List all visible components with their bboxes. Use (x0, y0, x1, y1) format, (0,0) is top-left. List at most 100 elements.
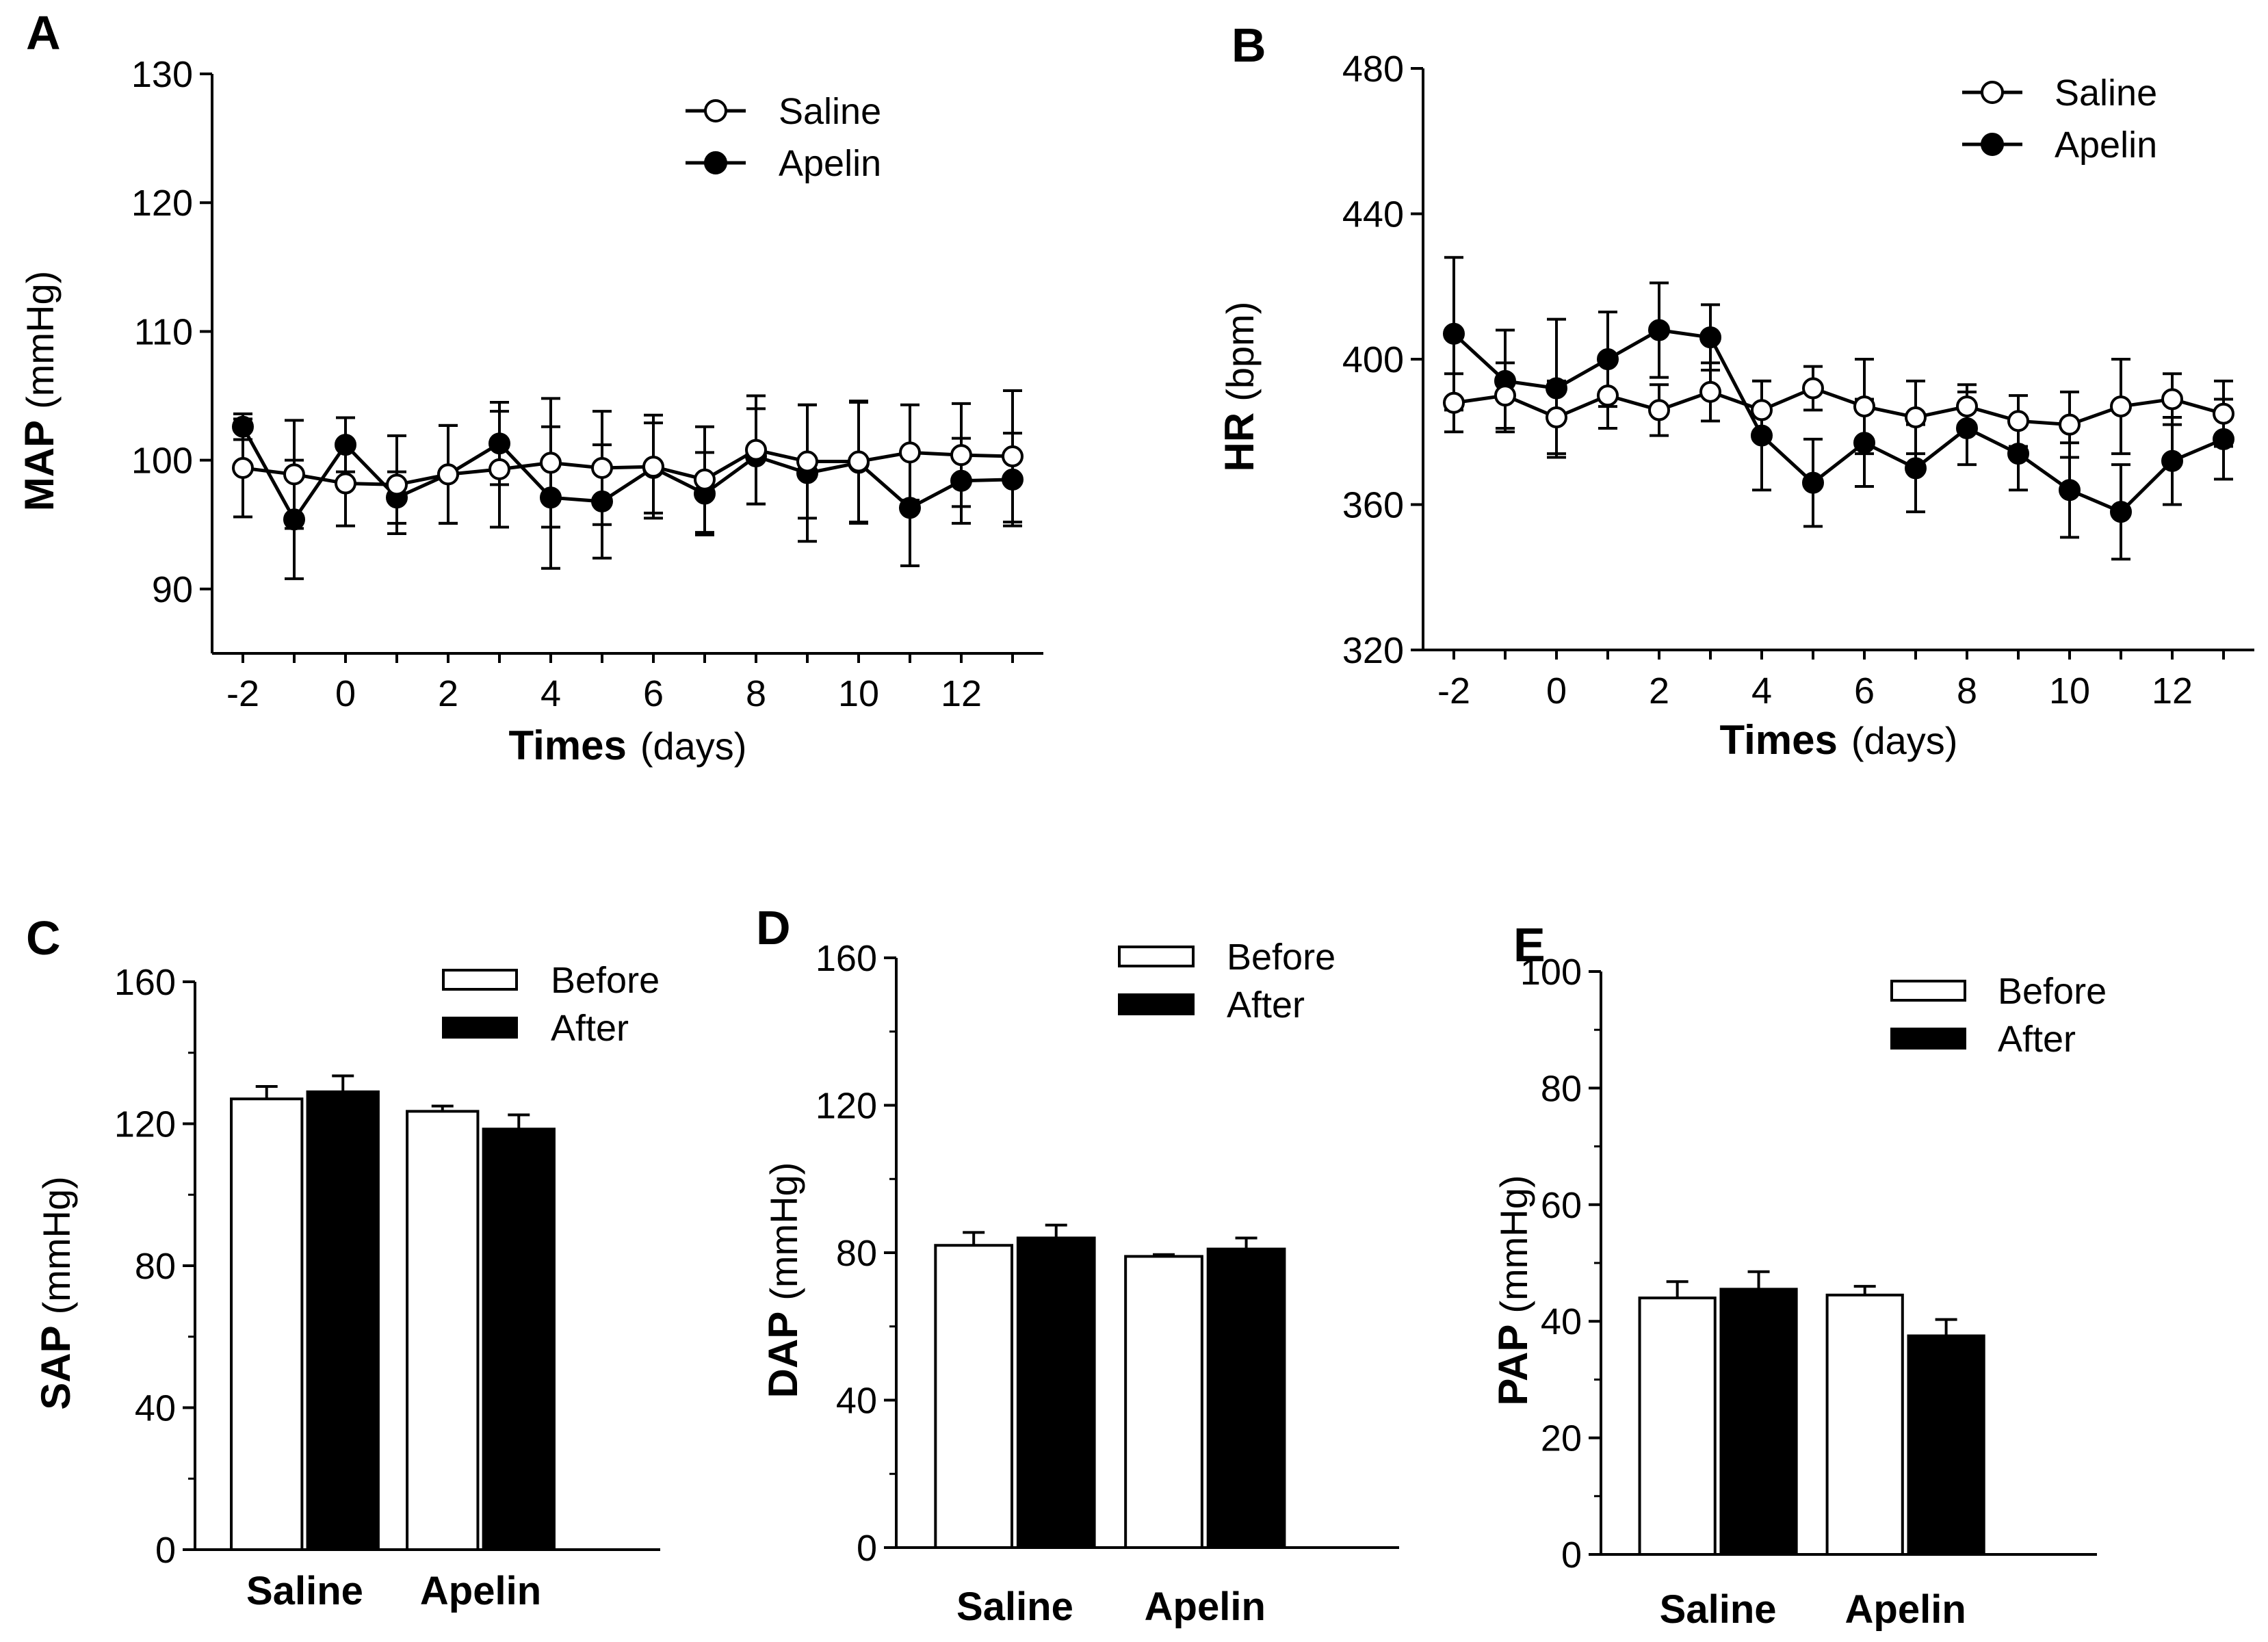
y-tick-label: 80 (836, 1233, 877, 1274)
y-axis-title-bold: SAP (33, 1325, 79, 1409)
y-tick-label: 0 (857, 1528, 877, 1569)
series-saline (232, 389, 1024, 535)
y-tick-label: 120 (816, 1086, 877, 1127)
data-point (591, 456, 613, 479)
legend-swatch (442, 1017, 518, 1039)
x-tick-label: 4 (1751, 670, 1772, 712)
legend-label: Saline (2055, 73, 2157, 114)
legend-label: Saline (779, 91, 881, 132)
y-tick-label: 90 (152, 569, 193, 610)
series-line (1453, 386, 2224, 427)
y-tick-label: 110 (134, 311, 193, 352)
y-tick-label: 40 (836, 1381, 877, 1422)
y-axis-title-unit: (bpm) (1218, 302, 1262, 402)
data-point (950, 444, 972, 467)
bar-saline-before (934, 1244, 1014, 1549)
data-point (2110, 501, 2132, 523)
y-tick-label: 100 (131, 441, 193, 482)
data-point (1494, 385, 1516, 407)
legend-label: After (1998, 1019, 2076, 1060)
data-point (2161, 449, 2183, 472)
bar-apelin-after (482, 1128, 556, 1551)
legend-label: Apelin (779, 143, 881, 184)
y-tick-label: 360 (1342, 485, 1404, 526)
y-axis-title: DAP (mmHg) (760, 1162, 806, 1398)
data-point (848, 450, 870, 473)
data-point (2161, 388, 2183, 410)
x-tick-label: 2 (1649, 670, 1669, 712)
bar-saline-after (306, 1090, 380, 1551)
data-point (1443, 322, 1465, 345)
category-label: Apelin (420, 1569, 541, 1613)
category-label: Saline (1660, 1587, 1777, 1632)
y-axis-title-unit: (mmHg) (18, 271, 62, 409)
panel-d: D 0 40 80 120 160 DAP (mmHg) Saline Apelin Before A… (756, 901, 1399, 1629)
legend: Before After (442, 960, 660, 1049)
data-point (2059, 413, 2081, 436)
data-point (2007, 410, 2029, 432)
data-point (540, 452, 562, 474)
x-tick-label: 0 (335, 673, 356, 714)
y-tick-label: 80 (1541, 1068, 1582, 1109)
panel-letter: C (26, 911, 61, 965)
x-tick-label: 6 (1854, 670, 1875, 712)
panel-letter: D (756, 901, 791, 954)
data-point (283, 463, 305, 486)
data-point (745, 439, 767, 461)
data-point (1802, 471, 1824, 494)
data-point (335, 472, 356, 495)
y-tick-label: 0 (1561, 1535, 1582, 1576)
bar-apelin-before (1825, 1293, 1904, 1556)
category-label: Apelin (1145, 1585, 1266, 1629)
y-tick-label: 160 (114, 962, 176, 1003)
category-label: Saline (956, 1585, 1073, 1629)
panel-e: E 0 20 40 60 80 100 PAP (mmHg) Saline Apelin Before… (1490, 918, 2107, 1632)
legend-swatch (1118, 993, 1195, 1015)
legend-marker (704, 99, 727, 122)
legend: Before After (1890, 971, 2107, 1060)
x-tick-label: 4 (540, 673, 561, 714)
y-axis-title-unit: (mmHg) (35, 1176, 78, 1314)
panel-b: B 320 360 400 440 480 HR (bpm) -2 0 2 4 6 8 10 12 Times (… (1216, 18, 2254, 763)
y-axis-title: MAP (mmHg) (16, 271, 62, 512)
legend-label: Apelin (2055, 125, 2157, 166)
series-line (241, 426, 1013, 523)
series-saline (1443, 358, 2234, 459)
data-point (1751, 399, 1773, 421)
y-axis-title-bold: PAP (1490, 1325, 1536, 1406)
x-axis-title: Times (days) (509, 722, 747, 768)
legend-label: Before (1227, 937, 1335, 978)
y-axis-title-unit: (mmHg) (1492, 1175, 1535, 1313)
bar-saline-after (1016, 1236, 1096, 1549)
y-tick-label: 120 (131, 183, 193, 224)
y-axis-title-bold: MAP (16, 420, 62, 511)
y-tick-label: 400 (1342, 339, 1404, 380)
legend-swatch (1118, 946, 1195, 967)
data-point (1853, 395, 1875, 418)
y-axis-title-unit: (mmHg) (762, 1162, 805, 1301)
legend-swatch (442, 969, 518, 991)
legend: Saline Apelin (1962, 73, 2157, 166)
y-tick-label: 440 (1342, 194, 1404, 235)
x-tick-label: 2 (438, 673, 458, 714)
x-axis-title: Times (days) (1720, 717, 1958, 763)
bar-apelin-before (406, 1110, 480, 1551)
x-tick-label: 0 (1546, 670, 1567, 712)
data-point (386, 473, 408, 496)
x-tick-label: 8 (746, 673, 766, 714)
data-point (2213, 402, 2234, 425)
legend-swatch (1890, 980, 1966, 1002)
data-point (1699, 380, 1721, 403)
legend: Saline Apelin (686, 91, 881, 184)
bar-saline-before (1638, 1296, 1717, 1556)
y-axis-title: HR (bpm) (1216, 302, 1262, 472)
data-point (1648, 399, 1670, 421)
y-tick-label: 320 (1342, 630, 1404, 671)
data-point (1546, 406, 1567, 428)
data-point (232, 456, 254, 479)
data-point (899, 441, 921, 464)
data-point (1443, 391, 1465, 414)
data-point (1699, 326, 1721, 349)
x-tick-label: -2 (1437, 670, 1470, 712)
